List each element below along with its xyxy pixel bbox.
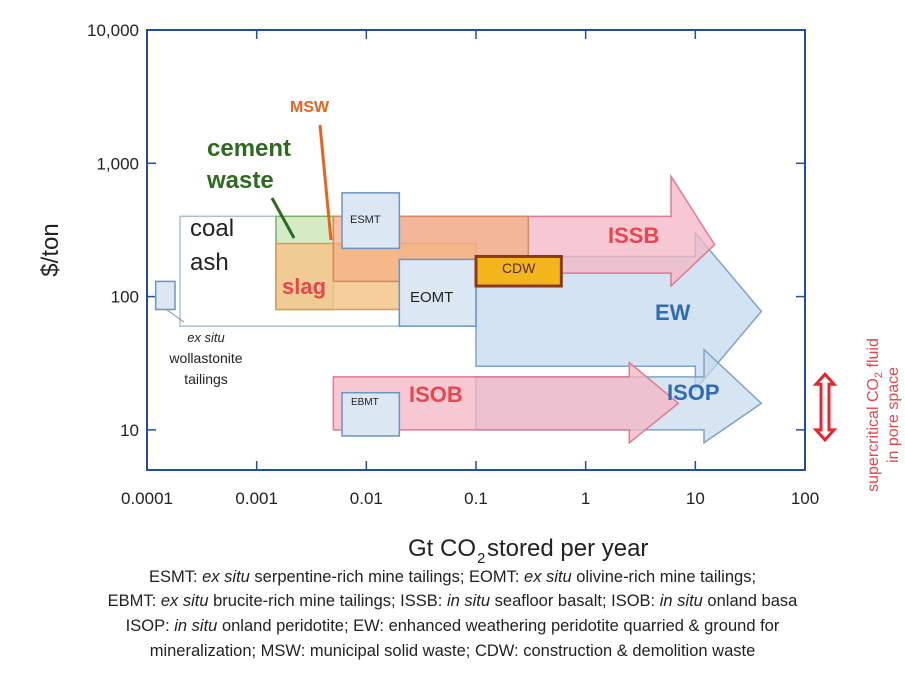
x-tick-label: 1 bbox=[581, 489, 590, 508]
x-axis-label-sub: 2 bbox=[477, 550, 485, 567]
caption-line-3: ISOP: in situ onland peridotite; EW: enh… bbox=[0, 615, 905, 637]
caption-segment: seafloor basalt; ISOB: bbox=[490, 592, 660, 610]
x-tick-label: 0.01 bbox=[350, 489, 383, 508]
caption-line-2: EBMT: ex situ brucite-rich mine tailings… bbox=[0, 590, 905, 612]
x-tick-label: 100 bbox=[791, 489, 819, 508]
caption-segment: ex situ bbox=[160, 592, 209, 610]
supercritical-text-2: fluid bbox=[865, 338, 882, 372]
label-slag: slag bbox=[282, 274, 326, 299]
supercritical-sub: 2 bbox=[873, 372, 885, 378]
label-ebmt: EBMT bbox=[351, 397, 379, 408]
caption-segment: in situ bbox=[659, 592, 703, 610]
cement-pointer bbox=[270, 197, 296, 239]
caption-segment: mineralization; MSW: municipal solid was… bbox=[149, 642, 756, 660]
range-ex-situ-wollastonite bbox=[154, 280, 176, 311]
range-ebmt bbox=[341, 391, 401, 437]
caption-segment: serpentine-rich mine tailings; EOMT: bbox=[249, 568, 525, 586]
label-cement-waste: cement bbox=[207, 135, 291, 162]
y-tick-label: 10,000 bbox=[87, 21, 139, 40]
range-eomt bbox=[398, 258, 477, 327]
label-coal-ash-2: ash bbox=[190, 249, 229, 276]
caption-segment: onland basa bbox=[702, 592, 798, 610]
caption-segment: EBMT: bbox=[107, 592, 161, 610]
caption-segment: brucite-rich mine tailings; ISSB: bbox=[208, 592, 447, 610]
supercritical-label-1: supercritical CO2 fluid bbox=[865, 338, 885, 492]
label-eomt: EOMT bbox=[410, 289, 453, 306]
y-tick-label: 1,000 bbox=[96, 154, 139, 173]
caption-segment: olivine-rich mine tailings; bbox=[571, 568, 757, 586]
x-tick-label: 10 bbox=[686, 489, 705, 508]
range-esmt bbox=[341, 192, 401, 250]
msw-pointer bbox=[318, 124, 333, 241]
caption-segment: ESMT: bbox=[148, 568, 203, 586]
label-isob: ISOB bbox=[409, 382, 463, 407]
label-cdw: CDW bbox=[502, 260, 536, 276]
x-tick-label: 0.0001 bbox=[121, 489, 173, 508]
x-axis-label: Gt CO bbox=[408, 535, 476, 562]
supercritical-text: supercritical CO bbox=[865, 378, 882, 492]
x-tick-label: 0.1 bbox=[464, 489, 488, 508]
caption-line-1: ESMT: ex situ serpentine-rich mine taili… bbox=[0, 566, 905, 588]
supercritical-label-2: in pore space bbox=[885, 367, 902, 463]
caption-segment: ex situ bbox=[202, 568, 250, 586]
label-wollastonite: ex situ bbox=[187, 330, 225, 345]
label-wollastonite-3: tailings bbox=[184, 371, 228, 387]
label-issb: ISSB bbox=[608, 223, 659, 248]
caption-segment: in situ bbox=[174, 617, 218, 635]
caption-segment: onland peridotite; EW: enhanced weatheri… bbox=[217, 617, 780, 635]
label-ew: EW bbox=[655, 300, 691, 325]
x-tick-label: 0.001 bbox=[235, 489, 278, 508]
caption-line-4: mineralization; MSW: municipal solid was… bbox=[0, 640, 905, 662]
label-cement-waste-2: waste bbox=[206, 167, 274, 194]
pore-space-arrow-icon bbox=[812, 371, 838, 443]
y-axis-label: $/ton bbox=[37, 223, 64, 276]
y-tick-label: 10 bbox=[120, 421, 139, 440]
caption-segment: ISOP: bbox=[125, 617, 175, 635]
caption-segment: ex situ bbox=[524, 568, 572, 586]
x-axis-label-rest: stored per year bbox=[487, 535, 648, 562]
label-wollastonite-2: wollastonite bbox=[168, 350, 242, 366]
range-cdw bbox=[474, 254, 563, 288]
label-msw: MSW bbox=[290, 99, 330, 116]
caption-segment: in situ bbox=[446, 592, 491, 610]
label-esmt: ESMT bbox=[350, 214, 381, 226]
label-isop: ISOP bbox=[667, 380, 720, 405]
y-tick-label: 100 bbox=[111, 288, 139, 307]
label-coal-ash: coal bbox=[190, 215, 234, 242]
wollastonite-pointer bbox=[166, 309, 185, 323]
